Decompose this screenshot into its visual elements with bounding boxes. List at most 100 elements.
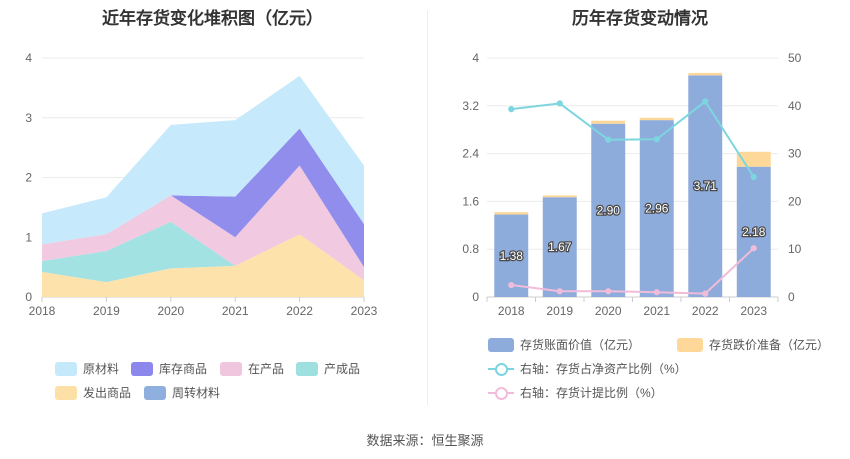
legend-swatch	[55, 385, 77, 400]
line-point	[702, 98, 709, 105]
bar-book-value	[591, 123, 626, 297]
line-point	[605, 288, 612, 295]
left-y-tick-label: 0	[25, 290, 32, 304]
bar-impairment-provision	[494, 212, 529, 215]
right-chart-title: 历年存货变动情况	[572, 9, 708, 28]
left-x-tick-label: 2019	[93, 304, 120, 318]
bar-book-value	[639, 120, 674, 297]
left-chart-canvas: 0 1 2 3 4 2018 2019 2020 2021 2022 2023	[25, 51, 378, 318]
line-point	[556, 100, 563, 107]
bar-book-value	[736, 166, 771, 297]
left-chart-title: 近年存货变化堆积图（亿元）	[102, 9, 323, 28]
bar-impairment-provision	[542, 195, 577, 198]
area-库存商品	[42, 128, 364, 268]
left-x-tick-label: 2021	[222, 304, 249, 318]
legend-item-右轴：存货计提比例（%）[interactable]: 右轴：存货计提比例（%）	[488, 384, 663, 401]
legend-swatch	[677, 337, 703, 352]
legend-item-原材料[interactable]: 原材料	[55, 360, 119, 377]
legend-swatch	[55, 361, 77, 376]
inventory-stacked-area-chart: 近年存货变化堆积图（亿元） 0 1 2 3 4 2018 2019 2020 2021 2022 2…	[0, 0, 425, 410]
legend-label: 在产品	[248, 362, 285, 376]
line-point	[702, 290, 709, 297]
inventory-bar-line-chart: 历年存货变动情况 0 0.8 1.6 2.4 3.2 4 0 10 20 30 40 50 2018 20…	[430, 0, 850, 410]
right-chart-legend: 存货账面价值（亿元） 存货跌价准备（亿元） 右轴：存货占净资产比例（%） 右轴：存货计…	[430, 0, 850, 410]
legend-label: 右轴：存货占净资产比例（%）	[520, 362, 687, 376]
legend-label: 原材料	[83, 362, 120, 376]
bar-data-label: 2.18	[742, 225, 766, 239]
bar-book-value	[688, 75, 723, 297]
bar-data-label: 2.90	[597, 203, 621, 217]
legend-label: 产成品	[324, 362, 361, 376]
line-point	[750, 173, 757, 181]
right-y2-tick-label: 40	[788, 99, 802, 113]
legend-item-发出商品[interactable]: 发出商品	[55, 384, 131, 401]
line-point	[508, 106, 515, 113]
right-x-tick-label: 2023	[740, 304, 767, 318]
line-point	[750, 245, 757, 252]
area-在产品	[42, 165, 364, 281]
right-x-tick-label: 2020	[595, 304, 622, 318]
legend-label: 周转材料	[172, 386, 221, 400]
legend-item-产成品[interactable]: 产成品	[296, 360, 360, 377]
left-y-tick-label: 2	[25, 171, 32, 185]
right-y-tick-label: 3.2	[462, 99, 479, 113]
line-右轴：存货占净资产比例（%）	[511, 100, 755, 178]
legend-line-swatch	[488, 386, 514, 400]
panel-divider	[427, 10, 428, 405]
line-point	[605, 136, 612, 143]
right-y-tick-label: 0	[472, 290, 479, 304]
area-原材料	[42, 75, 364, 245]
legend-label: 存货跌价准备（亿元）	[709, 338, 830, 352]
bar-impairment-provision	[639, 117, 674, 121]
right-x-tick-label: 2022	[692, 304, 719, 318]
right-x-tick-label: 2021	[643, 304, 670, 318]
right-y2-tick-label: 0	[788, 290, 795, 304]
bar-data-label: 1.38	[500, 249, 524, 263]
bar-data-label: 2.96	[645, 202, 669, 216]
bar-impairment-provision	[688, 72, 723, 76]
left-x-tick-label: 2022	[286, 304, 313, 318]
legend-item-右轴：存货占净资产比例（%）[interactable]: 右轴：存货占净资产比例（%）	[488, 360, 687, 377]
legend-swatch	[488, 337, 514, 352]
legend-label: 右轴：存货计提比例（%）	[520, 386, 663, 400]
legend-item-存货跌价准备（亿元）[interactable]: 存货跌价准备（亿元）	[677, 336, 829, 353]
legend-swatch	[296, 361, 318, 376]
legend-swatch	[131, 361, 153, 376]
right-y-tick-label: 0.8	[462, 242, 479, 256]
right-y-tick-label: 2.4	[462, 147, 479, 161]
line-point	[653, 289, 660, 296]
left-chart-legend: 原材料 库存商品 在产品 产成品发出商品 周转材料	[0, 0, 425, 410]
right-y-tick-label: 4	[472, 51, 479, 65]
legend-label: 存货账面价值（亿元）	[520, 338, 641, 352]
line-point	[556, 288, 563, 295]
legend-label: 发出商品	[83, 386, 132, 400]
legend-item-周转材料[interactable]: 周转材料	[144, 384, 220, 401]
legend-item-库存商品[interactable]: 库存商品	[131, 360, 207, 377]
right-x-tick-label: 2018	[498, 304, 525, 318]
left-x-tick-label: 2018	[29, 304, 56, 318]
area-发出商品	[42, 234, 364, 297]
line-point	[508, 281, 515, 289]
line-右轴：存货计提比例（%）	[511, 247, 755, 295]
legend-item-存货账面价值（亿元）[interactable]: 存货账面价值（亿元）	[488, 336, 640, 353]
right-y2-tick-label: 30	[788, 147, 802, 161]
line-point	[653, 136, 660, 143]
right-y2-tick-label: 50	[788, 51, 802, 65]
bar-data-label: 3.71	[694, 179, 718, 193]
left-y-tick-label: 1	[25, 230, 32, 244]
area-产成品	[42, 221, 364, 283]
right-x-tick-label: 2019	[546, 304, 573, 318]
legend-swatch	[144, 385, 166, 400]
legend-line-swatch	[488, 362, 514, 376]
left-y-tick-label: 3	[25, 111, 32, 125]
right-y2-tick-label: 20	[788, 194, 802, 208]
right-y-tick-label: 1.6	[462, 194, 479, 208]
legend-label: 库存商品	[159, 362, 208, 376]
bar-data-label: 1.67	[548, 240, 572, 254]
right-y2-tick-label: 10	[788, 242, 802, 256]
left-x-tick-label: 2023	[351, 304, 378, 318]
legend-swatch	[220, 361, 242, 376]
legend-item-在产品[interactable]: 在产品	[220, 360, 284, 377]
data-source-footer: 数据来源：恒生聚源	[366, 433, 484, 448]
